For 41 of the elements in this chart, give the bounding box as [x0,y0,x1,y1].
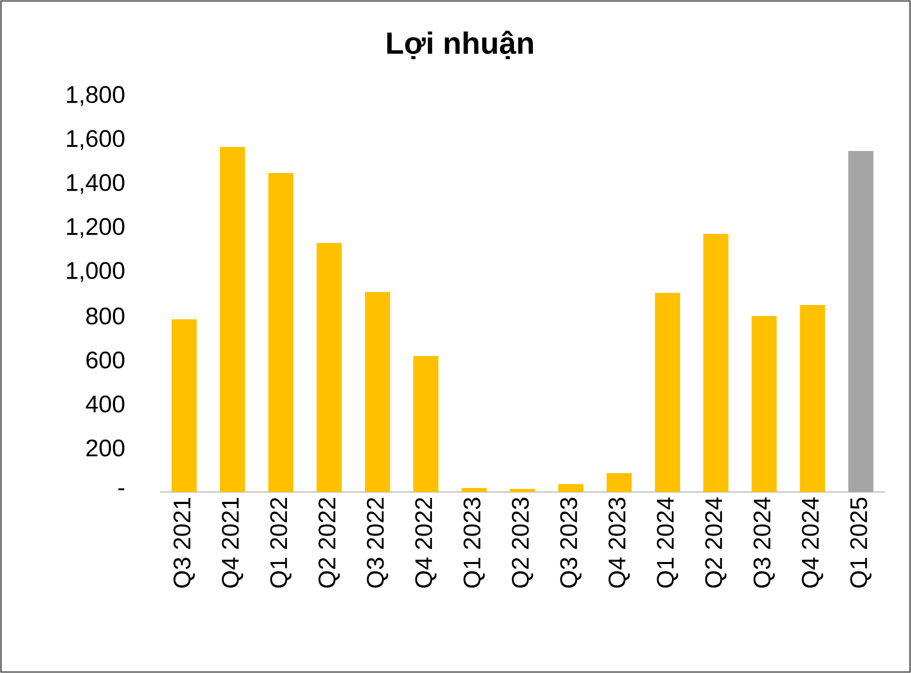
y-tick-label: - [118,488,124,490]
bar [413,356,438,492]
bar [654,292,680,492]
bar [606,473,632,492]
y-tick-label: 800 [86,307,124,324]
y-tick-label: 1,200 [67,218,124,238]
bar [848,150,874,492]
x-tick-label: Q2 2024 [705,497,726,588]
y-tick-label: 1,800 [67,86,124,106]
y-tick-label: 1,600 [67,130,124,150]
x-tick-label: Q4 2024 [802,497,824,588]
x-tick-label: Q4 2022 [415,498,436,588]
bar [462,488,487,492]
bar [800,304,826,492]
bar [558,484,584,492]
y-tick-label: 1,000 [67,262,124,282]
x-tick-label: Q3 2024 [754,497,775,588]
x-tick-label: Q1 2023 [464,498,485,588]
bar [220,147,246,492]
x-tick-label: Q4 2021 [222,498,244,588]
y-tick-label: 600 [86,351,124,368]
chart-title: Lợi nhuận [387,30,533,60]
x-tick-label: Q3 2021 [174,498,195,588]
bar [316,242,342,492]
bar [752,316,777,492]
x-tick-label: Q2 2023 [512,498,534,588]
x-tick-label: Q1 2025 [850,498,872,588]
y-tick-label: 200 [86,439,124,456]
x-tick-label: Q3 2022 [366,498,388,588]
y-tick-label: 400 [86,395,124,412]
x-tick-label: Q3 2023 [560,498,582,588]
x-tick-label: Q4 2023 [608,498,630,588]
bar [268,172,294,492]
bar [172,319,197,492]
x-tick-label: Q1 2024 [656,497,678,588]
bar [364,292,390,492]
x-tick-label: Q1 2022 [270,498,292,588]
bar [510,488,536,492]
bar [703,234,728,492]
x-tick-label: Q2 2022 [318,498,340,588]
y-tick-label: 1,400 [67,174,124,194]
